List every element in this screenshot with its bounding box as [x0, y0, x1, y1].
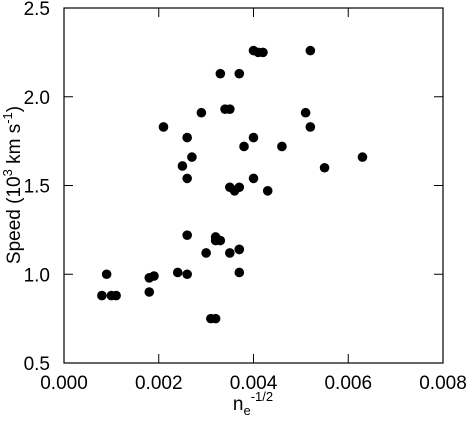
point [101, 269, 112, 280]
point [215, 68, 226, 79]
y-label-part: km s [4, 124, 25, 169]
y-tick-label: 2.5 [24, 0, 50, 20]
point [177, 161, 188, 171]
point [300, 107, 311, 118]
point [305, 45, 316, 56]
point [239, 141, 249, 152]
y-tick-label: 1.0 [24, 265, 50, 286]
point [111, 290, 121, 301]
y-tick-label: 1.5 [24, 177, 50, 198]
point [248, 173, 259, 184]
point [172, 267, 183, 278]
y-label-superscript: 3 [0, 169, 15, 176]
point [357, 152, 368, 162]
x-tick-label: 0.004 [230, 373, 278, 394]
point [248, 132, 259, 143]
point [201, 248, 211, 258]
point [277, 141, 287, 152]
point [144, 287, 155, 297]
point [97, 290, 107, 301]
point [182, 173, 192, 184]
x-label-superscript: -1/2 [251, 389, 273, 404]
y-tick-label: 2.0 [24, 88, 50, 109]
x-tick-label: 0.000 [40, 373, 88, 394]
point [182, 230, 192, 240]
x-label-base: n [233, 394, 244, 415]
point [182, 132, 192, 143]
y-label-superscript: -1 [0, 112, 15, 124]
point [234, 267, 245, 278]
point [225, 104, 235, 114]
point [215, 235, 226, 246]
x-tick-label: 0.006 [324, 373, 372, 394]
point [182, 269, 192, 280]
point [158, 122, 169, 132]
point [196, 107, 207, 118]
point [225, 248, 235, 258]
point [234, 68, 245, 79]
x-tick-label: 0.002 [135, 373, 183, 394]
plot-frame [63, 7, 444, 364]
x-label-subscript: e [243, 403, 250, 418]
point [234, 244, 245, 255]
y-tick-label: 0.5 [24, 354, 50, 375]
x-tick-label: 0.008 [419, 373, 467, 394]
y-label-part: ) [4, 106, 25, 112]
point [319, 162, 330, 173]
y-axis-label: Speed (103 km s-1) [0, 106, 25, 264]
point [210, 313, 221, 324]
x-axis-label: ne-1/2 [233, 389, 273, 418]
point [258, 47, 268, 58]
point [305, 122, 316, 132]
point [149, 271, 159, 281]
y-label-part: Speed (10 [4, 176, 25, 264]
point [187, 152, 197, 162]
point [234, 182, 245, 193]
point [262, 186, 273, 196]
